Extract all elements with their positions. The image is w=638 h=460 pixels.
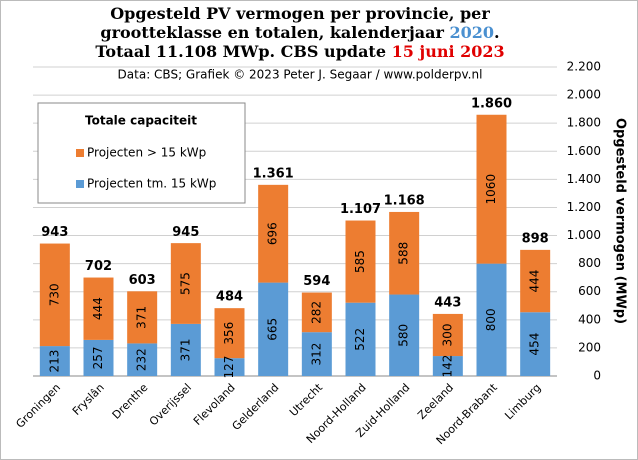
segment-label: 257: [91, 346, 105, 369]
bar-segment: [389, 294, 420, 376]
total-label: 1.361: [253, 166, 294, 181]
segment-label: 730: [47, 283, 61, 306]
segment-label: 522: [353, 328, 367, 351]
bar-segment: [127, 343, 158, 376]
segment-label: 588: [397, 242, 411, 265]
y-tick-label: 1.800: [567, 116, 601, 130]
bar-segment: [258, 184, 289, 283]
segment-label: 580: [397, 324, 411, 347]
segment-label: 232: [135, 348, 149, 371]
segment-label: 665: [266, 318, 280, 341]
segment-label: 213: [47, 350, 61, 373]
segment-label: 127: [222, 356, 236, 379]
bar-segment: [432, 356, 463, 376]
chart-title: Opgesteld PV vermogen per provincie, per: [110, 4, 490, 23]
segment-label: 312: [309, 343, 323, 366]
total-label: 443: [434, 295, 461, 310]
segment-label: 282: [309, 301, 323, 324]
y-axis-label: Opgesteld vermogen (MWp): [613, 118, 628, 324]
total-label: 898: [522, 231, 549, 246]
total-label: 484: [216, 290, 243, 305]
segment-label: 300: [440, 324, 454, 347]
y-tick-label: 2.200: [567, 60, 601, 74]
y-tick-label: 1.200: [567, 200, 601, 214]
total-label: 945: [172, 225, 199, 240]
bar-segment: [520, 312, 551, 376]
bar-segment: [83, 339, 114, 376]
segment-label: 696: [266, 222, 280, 245]
total-label: 702: [85, 259, 112, 274]
legend-label: Projecten > 15 kWp: [87, 146, 206, 160]
bar-segment: [345, 220, 376, 303]
y-tick-label: 0: [593, 369, 601, 383]
bar-segment: [39, 243, 70, 347]
total-label: 594: [303, 274, 330, 289]
bar-segment: [520, 249, 551, 313]
legend-box: [37, 102, 246, 204]
segment-label: 1060: [484, 174, 498, 205]
bar-segment: [476, 263, 507, 376]
segment-label: 371: [135, 306, 149, 329]
chart-title: Totaal 11.108 MWp. CBS update 15 juni 20…: [95, 42, 504, 61]
bar-segment: [301, 332, 332, 376]
segment-label: 585: [353, 250, 367, 273]
y-tick-label: 400: [578, 312, 601, 326]
segment-label: 142: [440, 355, 454, 378]
legend-swatch: [76, 149, 84, 157]
title-part: grootteklasse en totalen, kalenderjaar: [100, 23, 449, 42]
segment-label: 371: [178, 338, 192, 361]
segment-label: 454: [528, 333, 542, 356]
y-tick-label: 800: [578, 256, 601, 270]
bar-segment: [170, 323, 201, 376]
bar-segment: [214, 358, 245, 376]
subtitle: Data: CBS; Grafiek © 2023 Peter J. Segaa…: [118, 68, 483, 82]
segment-label: 356: [222, 322, 236, 345]
bar-segment: [170, 243, 201, 324]
legend-label: Projecten tm. 15 kWp: [87, 177, 216, 191]
legend-swatch: [76, 180, 84, 188]
y-tick-label: 1.600: [567, 144, 601, 158]
total-label: 1.860: [471, 96, 512, 111]
title-part: Opgesteld PV vermogen per provincie, per: [110, 4, 490, 23]
total-label: 1.168: [384, 193, 425, 208]
total-label: 1.107: [340, 202, 381, 217]
segment-label: 800: [484, 308, 498, 331]
segment-label: 575: [178, 272, 192, 295]
y-tick-label: 200: [578, 340, 601, 354]
y-tick-label: 1.000: [567, 228, 601, 242]
title-part: .: [494, 23, 500, 42]
bar-segment: [345, 302, 376, 376]
bar-segment: [258, 282, 289, 376]
bar-segment: [214, 308, 245, 359]
y-tick-label: 1.400: [567, 172, 601, 186]
title-part: 2020: [450, 23, 495, 42]
bar-segment: [83, 277, 114, 340]
y-tick-label: 600: [578, 284, 601, 298]
total-label: 943: [41, 225, 68, 240]
bar-segment: [39, 346, 70, 376]
title-part: Totaal 11.108 MWp. CBS update: [95, 42, 391, 61]
bar-segment: [432, 313, 463, 357]
total-label: 603: [129, 273, 156, 288]
title-part: 15 juni 2023: [392, 42, 505, 61]
bar-segment: [476, 114, 507, 264]
legend-title: Totale capaciteit: [85, 114, 197, 128]
segment-label: 444: [91, 297, 105, 320]
bar-segment: [127, 291, 158, 344]
chart-title: grootteklasse en totalen, kalenderjaar 2…: [100, 23, 499, 42]
segment-label: 444: [528, 270, 542, 293]
bar-segment: [389, 211, 420, 295]
y-tick-label: 2.000: [567, 88, 601, 102]
bar-segment: [301, 292, 332, 333]
